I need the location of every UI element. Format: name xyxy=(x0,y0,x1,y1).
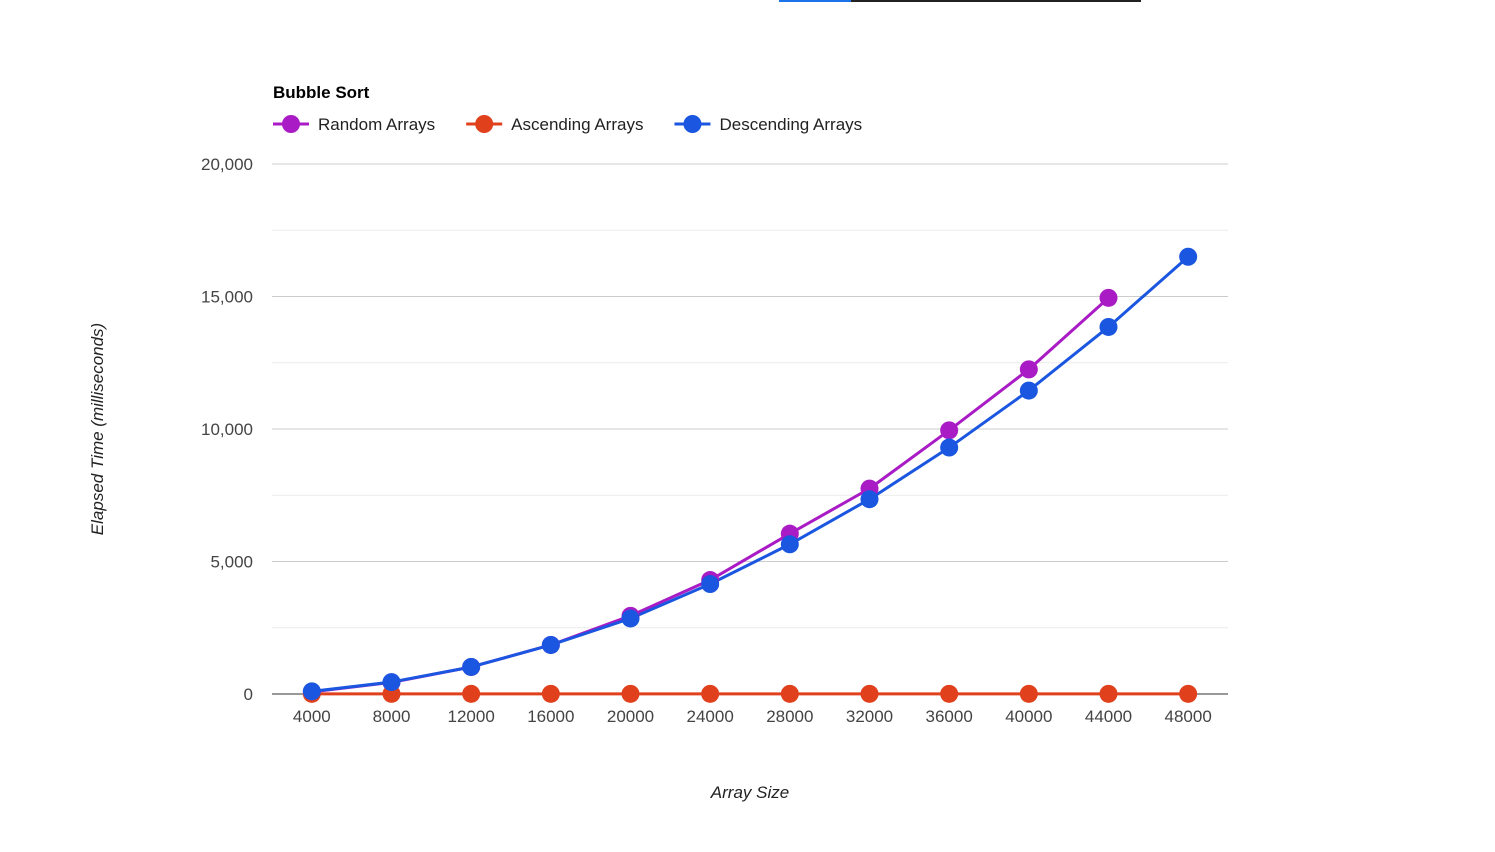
descending-arrays-point xyxy=(1179,247,1198,266)
ascending-arrays-point xyxy=(1019,684,1038,703)
legend-label: Descending Arrays xyxy=(719,115,862,134)
descending-arrays-point xyxy=(860,490,879,509)
legend-label: Ascending Arrays xyxy=(511,115,643,134)
descending-arrays-point xyxy=(780,535,799,554)
series-lines xyxy=(311,255,1190,696)
descending-arrays-point xyxy=(701,575,720,594)
gridlines xyxy=(272,163,1228,629)
x-tick-label: 20000 xyxy=(607,707,654,726)
x-tick-label: 16000 xyxy=(527,707,574,726)
descending-arrays-point xyxy=(1019,381,1038,400)
top-scroll-indicator xyxy=(779,0,1141,2)
legend-item-random-arrays: Random Arrays xyxy=(273,115,435,134)
y-axis-title: Elapsed Time (milliseconds) xyxy=(88,323,107,535)
ascending-arrays-point xyxy=(940,684,959,703)
descending-arrays-point xyxy=(302,682,321,701)
y-tick-label: 5,000 xyxy=(210,553,253,572)
top-scroll-indicator-thumb xyxy=(779,0,851,2)
chart-title: Bubble Sort xyxy=(273,83,370,102)
x-tick-label: 24000 xyxy=(687,707,734,726)
x-axis-title: Array Size xyxy=(710,783,789,802)
legend-item-ascending-arrays: Ascending Arrays xyxy=(466,115,643,134)
legend-swatch-marker xyxy=(282,115,300,133)
y-tick-label: 10,000 xyxy=(201,420,253,439)
chart-legend: Random Arrays Ascending Arrays Descending … xyxy=(273,115,862,134)
x-tick-label: 4000 xyxy=(293,707,331,726)
x-tick-label: 36000 xyxy=(926,707,973,726)
ascending-arrays-point xyxy=(1179,684,1198,703)
ascending-arrays-point xyxy=(462,684,481,703)
ascending-arrays-point xyxy=(621,684,640,703)
ascending-arrays-point xyxy=(701,684,720,703)
descending-arrays-point xyxy=(541,635,560,654)
y-axis-ticks: 0 5,000 10,000 15,000 20,000 xyxy=(201,155,253,704)
descending-arrays-point xyxy=(382,673,401,692)
series-points xyxy=(302,247,1198,703)
legend-item-descending-arrays: Descending Arrays xyxy=(674,115,862,134)
y-tick-label: 15,000 xyxy=(201,288,253,307)
y-tick-label: 0 xyxy=(244,685,253,704)
descending-arrays-point xyxy=(1099,317,1118,336)
x-axis-ticks: 4000 8000 12000 16000 20000 24000 28000 32000 36… xyxy=(293,707,1212,726)
x-tick-label: 44000 xyxy=(1085,707,1132,726)
x-tick-label: 40000 xyxy=(1005,707,1052,726)
x-tick-label: 32000 xyxy=(846,707,893,726)
random-arrays-point xyxy=(940,421,959,440)
random-arrays-point xyxy=(1099,288,1118,307)
y-tick-label: 20,000 xyxy=(201,155,253,174)
ascending-arrays-point xyxy=(1099,684,1118,703)
x-tick-label: 8000 xyxy=(373,707,411,726)
ascending-arrays-point xyxy=(541,684,560,703)
descending-arrays-point xyxy=(940,438,959,457)
descending-arrays-point xyxy=(621,609,640,628)
x-tick-label: 48000 xyxy=(1165,707,1212,726)
x-tick-label: 28000 xyxy=(766,707,813,726)
ascending-arrays-point xyxy=(780,684,799,703)
legend-label: Random Arrays xyxy=(318,115,435,134)
descending-arrays-line xyxy=(311,255,1190,693)
x-tick-label: 12000 xyxy=(448,707,495,726)
legend-swatch-marker xyxy=(683,115,702,133)
ascending-arrays-point xyxy=(860,684,879,703)
legend-swatch-marker xyxy=(475,115,494,133)
random-arrays-point xyxy=(1019,360,1038,379)
descending-arrays-point xyxy=(462,657,481,676)
